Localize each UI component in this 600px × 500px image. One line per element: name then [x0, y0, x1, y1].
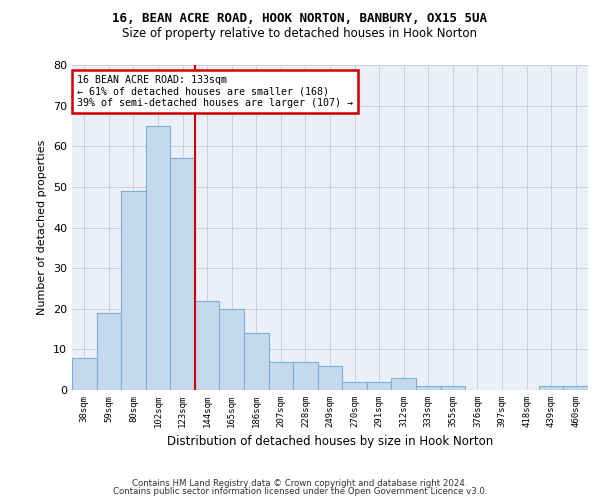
Bar: [293, 362, 318, 390]
Bar: [269, 362, 293, 390]
Y-axis label: Number of detached properties: Number of detached properties: [37, 140, 47, 315]
Text: Size of property relative to detached houses in Hook Norton: Size of property relative to detached ho…: [122, 28, 478, 40]
Text: Contains HM Land Registry data © Crown copyright and database right 2024.: Contains HM Land Registry data © Crown c…: [132, 478, 468, 488]
Bar: [170, 158, 195, 390]
Bar: [195, 300, 220, 390]
Bar: [72, 358, 97, 390]
Bar: [342, 382, 367, 390]
Bar: [244, 333, 269, 390]
Bar: [97, 313, 121, 390]
X-axis label: Distribution of detached houses by size in Hook Norton: Distribution of detached houses by size …: [167, 436, 493, 448]
Bar: [220, 308, 244, 390]
Bar: [539, 386, 563, 390]
Text: 16 BEAN ACRE ROAD: 133sqm
← 61% of detached houses are smaller (168)
39% of semi: 16 BEAN ACRE ROAD: 133sqm ← 61% of detac…: [77, 74, 353, 108]
Bar: [391, 378, 416, 390]
Bar: [318, 366, 342, 390]
Text: Contains public sector information licensed under the Open Government Licence v3: Contains public sector information licen…: [113, 487, 487, 496]
Bar: [440, 386, 465, 390]
Text: 16, BEAN ACRE ROAD, HOOK NORTON, BANBURY, OX15 5UA: 16, BEAN ACRE ROAD, HOOK NORTON, BANBURY…: [113, 12, 487, 26]
Bar: [146, 126, 170, 390]
Bar: [563, 386, 588, 390]
Bar: [416, 386, 440, 390]
Bar: [367, 382, 391, 390]
Bar: [121, 191, 146, 390]
